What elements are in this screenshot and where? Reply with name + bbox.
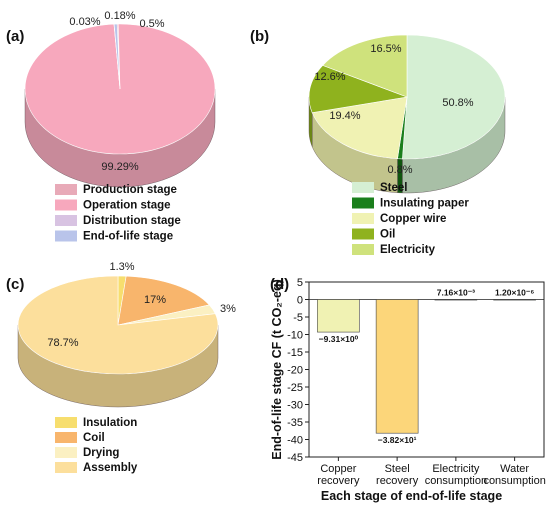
bar (434, 299, 478, 301)
y-tick-label: -40 (287, 435, 303, 447)
pie-slice-end-of-life-stage (113, 23, 121, 90)
legend-swatch (352, 228, 374, 240)
y-tick-label: -25 (287, 382, 303, 394)
legend-swatch (352, 182, 374, 193)
legend-swatch (352, 197, 374, 209)
legend-swatch (55, 432, 77, 443)
pie-chart-c: 1.3% 17% 3% 78.7% (17, 261, 236, 408)
bar-value-label: 1.20×10⁻⁶ (495, 288, 534, 298)
y-axis-title: End-of-life stage CF (t CO₂-eq) (270, 279, 284, 460)
bar-value-label: −9.31×10⁰ (319, 334, 359, 344)
panel-label-a: (a) (6, 28, 24, 45)
x-tick-label: recovery (317, 475, 360, 487)
pie-slice-copper-wire (311, 96, 408, 160)
pie-label: 3% (220, 303, 236, 315)
panel-label-b: (b) (250, 28, 269, 45)
pie-slice-assembly (17, 275, 219, 375)
x-tick-label: Copper (320, 463, 356, 475)
pie-label: 12.6% (314, 71, 345, 83)
legend-a: Production stage Operation stage Distribut… (55, 184, 181, 243)
legend-swatch (55, 230, 77, 242)
x-tick-label: consumption (425, 475, 487, 487)
legend-swatch (352, 213, 374, 224)
legend-swatch (55, 215, 77, 226)
legend-b: Steel Insulating paper Copper wire Oil Elect… (352, 182, 469, 256)
x-tick-label: Electricity (432, 463, 480, 475)
bar-chart-d: 5 0 -5 -10 -15 -20 -25 -30 -35 -40 -45 −9.31×10⁰ Cop… (270, 277, 546, 503)
y-tick-label: -10 (287, 330, 303, 342)
pie-label: 0.18% (104, 10, 135, 22)
pie-slice-electricity (322, 34, 408, 98)
legend-item: Coil (83, 432, 105, 444)
pie-slice-coil (117, 275, 210, 326)
legend-swatch (55, 462, 77, 473)
pie-label: 0.5% (139, 18, 164, 30)
y-tick-label: 5 (297, 277, 303, 289)
x-tick-label: Water (500, 463, 529, 475)
legend-item: Steel (380, 182, 408, 194)
legend-item: Insulating paper (380, 198, 469, 210)
legend-c: Insulation Coil Drying Assembly (55, 417, 138, 474)
legend-item: Assembly (83, 462, 138, 474)
pie-label: 16.5% (370, 43, 401, 55)
bar-value-label: −3.82×10¹ (378, 435, 417, 445)
bar-value-label: 7.16×10⁻³ (437, 288, 475, 298)
pie-label: 19.4% (329, 110, 360, 122)
y-tick-label: -30 (287, 400, 303, 412)
y-tick-label: -35 (287, 417, 303, 429)
legend-item: Oil (380, 229, 395, 241)
legend-swatch (352, 244, 374, 255)
legend-item: Distribution stage (83, 215, 181, 227)
legend-item: Copper wire (380, 213, 446, 225)
bar (493, 299, 536, 301)
legend-swatch (55, 199, 77, 211)
x-axis-title: Each stage of end-of-life stage (321, 489, 502, 503)
pie-label: 17% (144, 294, 166, 306)
legend-item: Operation stage (83, 200, 171, 212)
pie-label: 78.7% (47, 337, 78, 349)
x-tick-label: Steel (385, 463, 410, 475)
y-tick-label: -20 (287, 365, 303, 377)
y-tick-label: -45 (287, 452, 303, 464)
pie-slice-steel (402, 34, 506, 160)
pie-chart-a: 0.18% 99.29% 0.03% 0.5% (24, 10, 216, 188)
legend-swatch (55, 417, 77, 428)
y-tick-label: -5 (293, 312, 303, 324)
legend-item: Electricity (380, 244, 436, 256)
legend-item: Insulation (83, 417, 137, 429)
x-tick-label: recovery (376, 475, 419, 487)
pie-label: 0.8% (387, 164, 412, 176)
pie-label: 1.3% (109, 261, 134, 273)
bar (317, 299, 360, 333)
pie-label: 0.03% (69, 16, 100, 28)
legend-item: Drying (83, 447, 119, 459)
legend-swatch (55, 447, 77, 458)
panel-label-d: (d) (270, 276, 289, 293)
legend-item: End-of-life stage (83, 231, 173, 243)
pie-label: 99.29% (101, 161, 139, 173)
pie-label: 50.8% (442, 97, 473, 109)
bar (375, 299, 419, 434)
pie-chart-b: 50.8% 0.8% 19.4% 12.6% 16.5% (308, 34, 506, 194)
y-tick-label: 0 (297, 295, 303, 307)
legend-swatch (55, 184, 77, 195)
legend-item: Production stage (83, 184, 177, 196)
pie-slice-oil (308, 65, 409, 114)
panel-label-c: (c) (6, 276, 24, 293)
x-tick-label: consumption (483, 475, 545, 487)
y-tick-label: -15 (287, 347, 303, 359)
